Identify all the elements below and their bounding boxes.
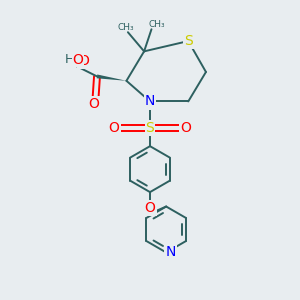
Text: O: O [88,97,100,111]
Text: S: S [184,34,193,48]
Text: CH₃: CH₃ [148,20,165,29]
Text: O: O [72,52,83,67]
Polygon shape [97,74,126,81]
Text: H: H [65,54,75,67]
Text: S: S [146,121,154,135]
Text: O: O [78,54,89,68]
Text: O: O [181,121,191,135]
Text: N: N [145,94,155,108]
Text: O: O [109,121,119,135]
Text: N: N [165,245,176,260]
Text: H: H [65,53,75,66]
Text: CH₃: CH₃ [118,23,134,32]
Text: O: O [145,201,155,215]
